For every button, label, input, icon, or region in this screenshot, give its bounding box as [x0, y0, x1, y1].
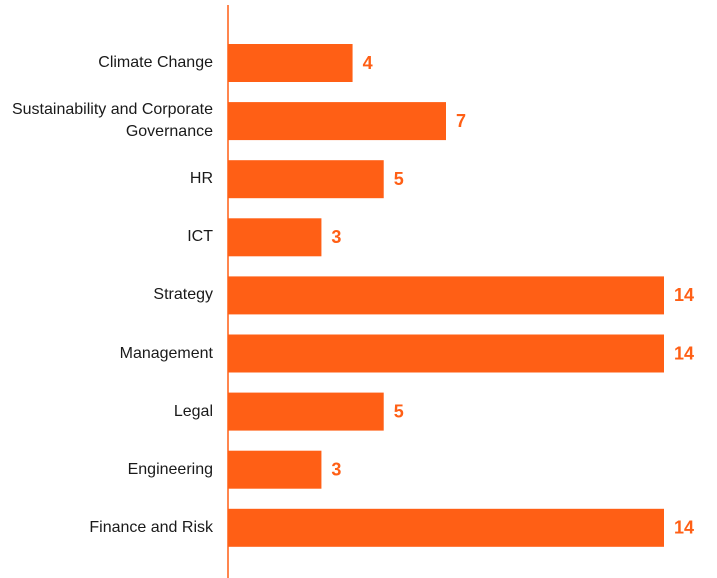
category-label: Management: [119, 344, 213, 362]
bar: [228, 160, 384, 199]
bar: [228, 392, 384, 431]
value-label: 14: [674, 285, 694, 305]
value-label: 3: [331, 459, 341, 479]
bar: [228, 450, 322, 489]
value-label: 14: [674, 518, 694, 538]
bar: [228, 276, 664, 315]
bar: [228, 508, 664, 547]
value-label: 14: [674, 343, 694, 363]
value-label: 5: [394, 169, 404, 189]
value-label: 5: [394, 401, 404, 421]
category-label: Legal: [173, 402, 213, 420]
bar: [228, 218, 322, 257]
category-label: ICT: [187, 228, 213, 246]
value-label: 7: [456, 111, 466, 131]
bar: [228, 44, 353, 82]
category-label: Climate Change: [98, 54, 213, 71]
category-label: Strategy: [153, 286, 213, 304]
value-label: 4: [363, 53, 373, 73]
value-label: 3: [331, 227, 341, 247]
bar: [228, 102, 446, 141]
category-label: Finance and Risk: [89, 518, 213, 536]
category-label: Engineering: [127, 460, 213, 478]
category-label: Sustainability and Corporate Governance: [11, 101, 213, 141]
bar: [228, 334, 664, 373]
category-label: HR: [189, 170, 213, 188]
